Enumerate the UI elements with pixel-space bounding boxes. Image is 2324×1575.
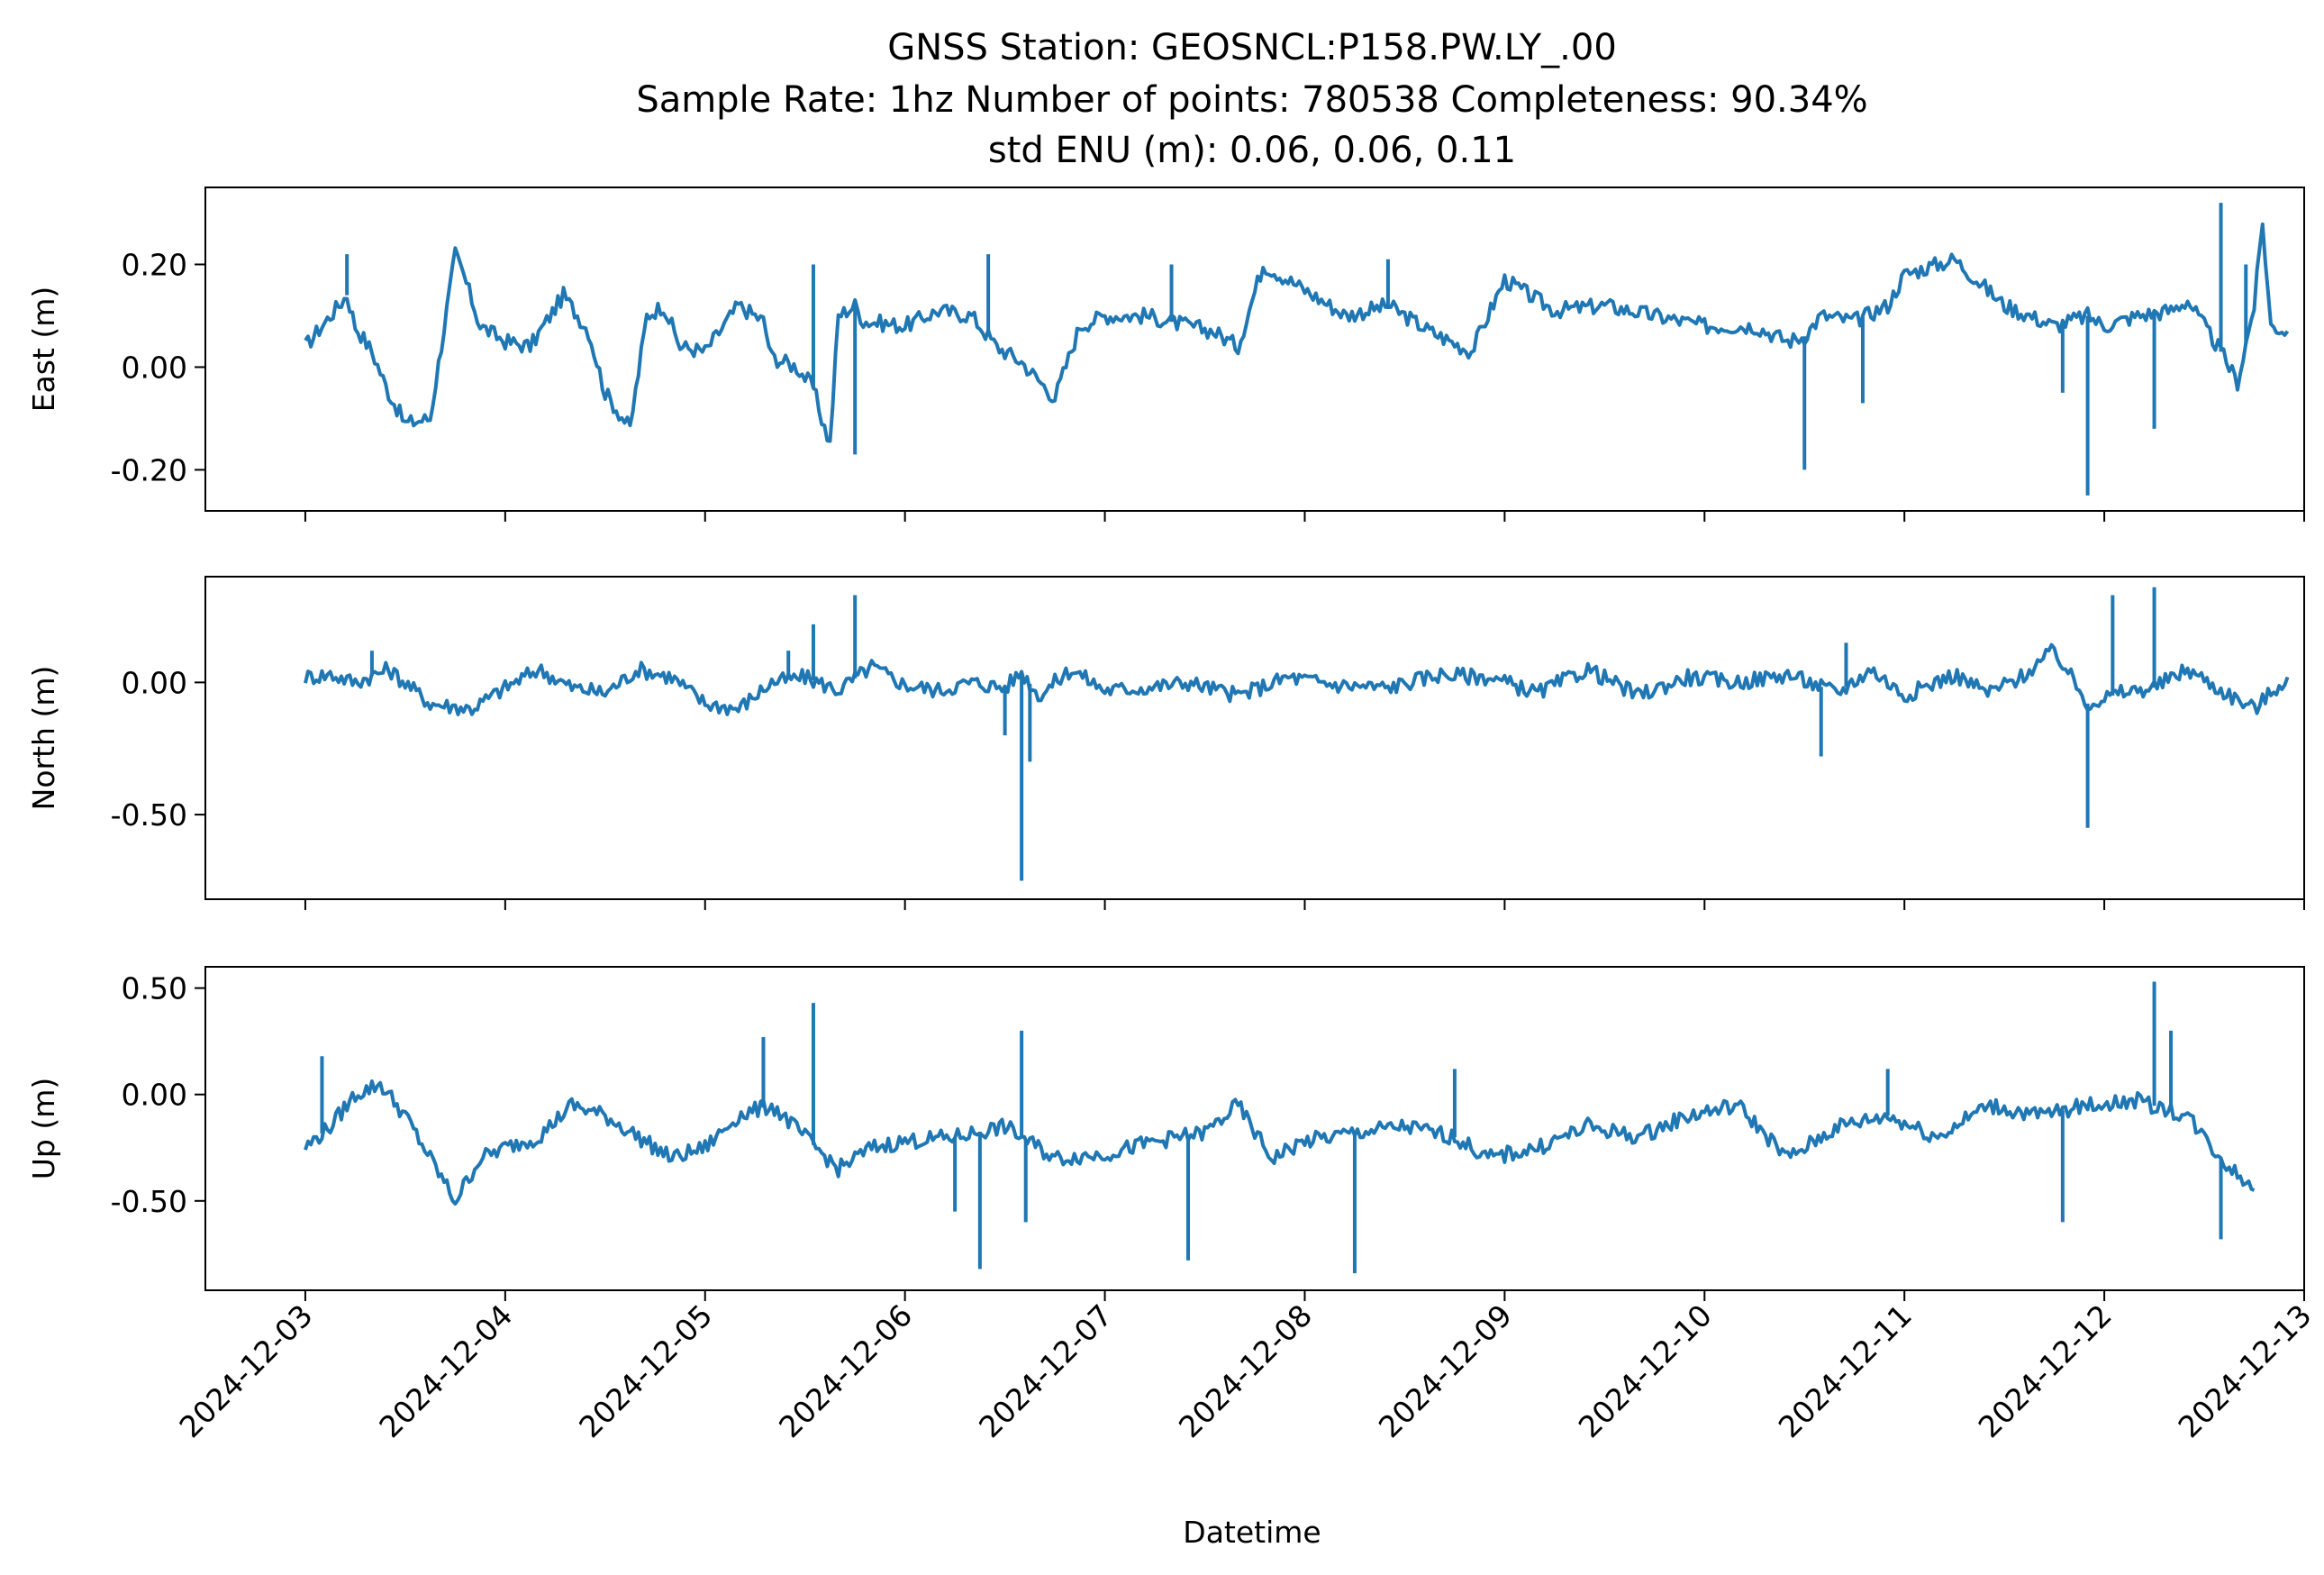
y-tick-label-2-2: 0.50 [122,971,187,1006]
chart-title-line-3: std ENU (m): 0.06, 0.06, 0.11 [988,130,1516,171]
x-tick-label-2: 2024-12-05 [572,1297,719,1444]
plot-frame-2 [204,966,2305,1291]
series-line-0 [304,222,2290,443]
x-tick-label-1: 2024-12-04 [372,1297,519,1444]
x-tick-label-9: 2024-12-12 [1972,1297,2119,1444]
chart-title-line-2: Sample Rate: 1hz Number of points: 78053… [636,79,1867,121]
y-axis-label-1: North (m) [26,666,61,811]
x-axis-label: Datetime [1183,1515,1321,1550]
x-tick-label-5: 2024-12-08 [1172,1297,1319,1444]
y-tick-label-1-1: 0.00 [122,665,187,700]
subplot-2: -0.50 0.00 0.50 Up (m) 2024-12-03 2024-12-04 2… [26,966,2319,1444]
plot-frame-0 [204,187,2305,512]
x-tick-label-4: 2024-12-07 [972,1297,1119,1444]
x-tick-label-10: 2024-12-13 [2171,1297,2318,1444]
y-tick-label-2-1: 0.00 [122,1078,187,1113]
x-tick-label-3: 2024-12-06 [772,1297,919,1444]
series-line-2 [304,1079,2256,1206]
y-tick-label-2-0: -0.50 [111,1184,187,1219]
plot-frame-1 [204,576,2305,900]
chart-title-line-1: GNSS Station: GEOSNCL:P158.PW.LY_.00 [887,27,1617,68]
series-line-1 [304,642,2290,716]
y-tick-label-0-0: -0.20 [111,452,187,487]
y-axis-label-0: East (m) [26,287,61,413]
y-tick-label-0-1: 0.00 [122,350,187,385]
subplot-0: -0.20 0.00 0.20 East (m) [26,187,2305,522]
x-tick-label-7: 2024-12-10 [1572,1297,1719,1444]
x-tick-label-6: 2024-12-09 [1372,1297,1519,1444]
y-axis-label-2: Up (m) [26,1078,61,1180]
y-tick-label-0-2: 0.20 [122,247,187,282]
x-tick-label-8: 2024-12-11 [1772,1297,1919,1444]
x-tick-label-0: 2024-12-03 [172,1297,319,1444]
y-tick-label-1-0: -0.50 [111,797,187,833]
subplot-1: -0.50 0.00 North (m) [26,576,2305,910]
